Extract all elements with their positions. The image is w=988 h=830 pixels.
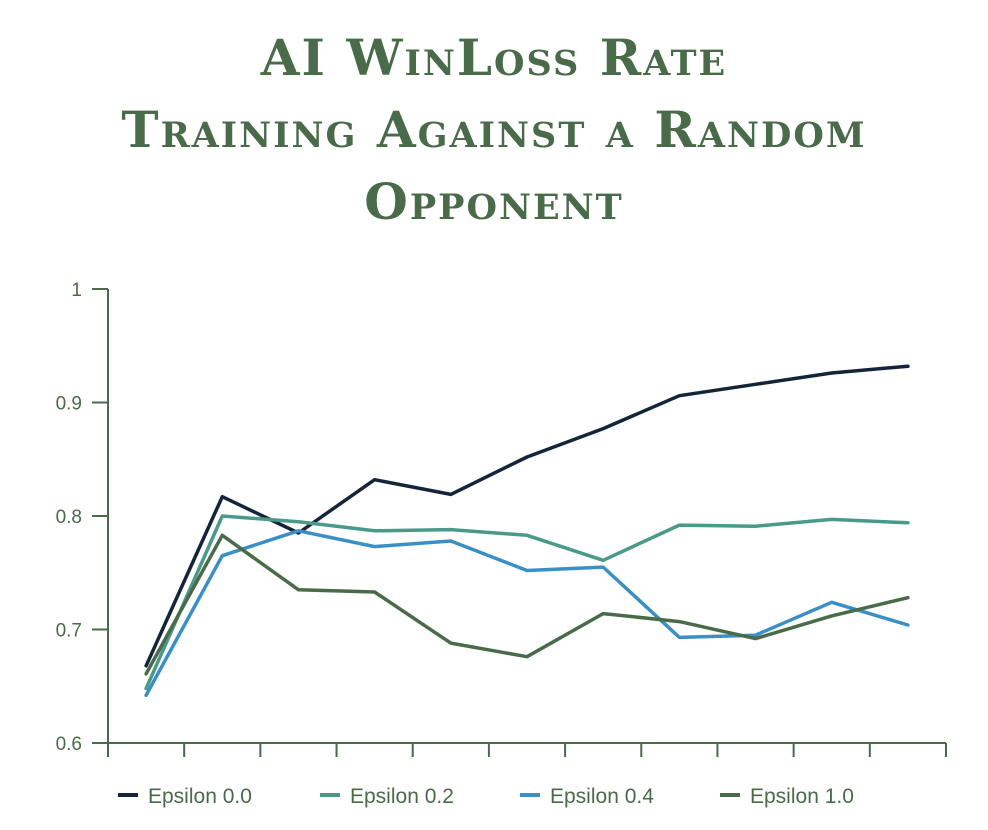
chart-title-line-1: AI WinLoss Rate: [260, 28, 728, 87]
legend-label: Epsilon 0.0: [148, 785, 252, 808]
y-tick-label: 0.9: [56, 394, 82, 415]
legend-label: Epsilon 0.2: [350, 785, 454, 808]
y-tick-label: 1: [71, 280, 82, 301]
legend-label: Epsilon 0.4: [550, 785, 654, 808]
chart-title-line-3: Opponent: [364, 172, 624, 231]
chart-title-line-2: Training Against a Random: [121, 100, 867, 159]
y-tick-label: 0.7: [56, 621, 82, 642]
series-line-1: [144, 514, 910, 691]
series-line-0: [144, 364, 910, 668]
legend: Epsilon 0.0 Epsilon 0.2 Epsilon 0.4 Epsilon…: [118, 785, 854, 808]
axes: 0.6 0.7 0.8 0.9 1: [56, 280, 947, 757]
series-lines: [144, 364, 910, 698]
legend-label: Epsilon 1.0: [750, 785, 854, 808]
chart-title: AI WinLoss Rate Training Against a Rando…: [0, 22, 988, 238]
y-tick-label: 0.6: [56, 734, 82, 755]
series-line-3: [144, 533, 910, 676]
series-line-2: [144, 529, 910, 698]
y-tick-label: 0.8: [56, 507, 82, 528]
